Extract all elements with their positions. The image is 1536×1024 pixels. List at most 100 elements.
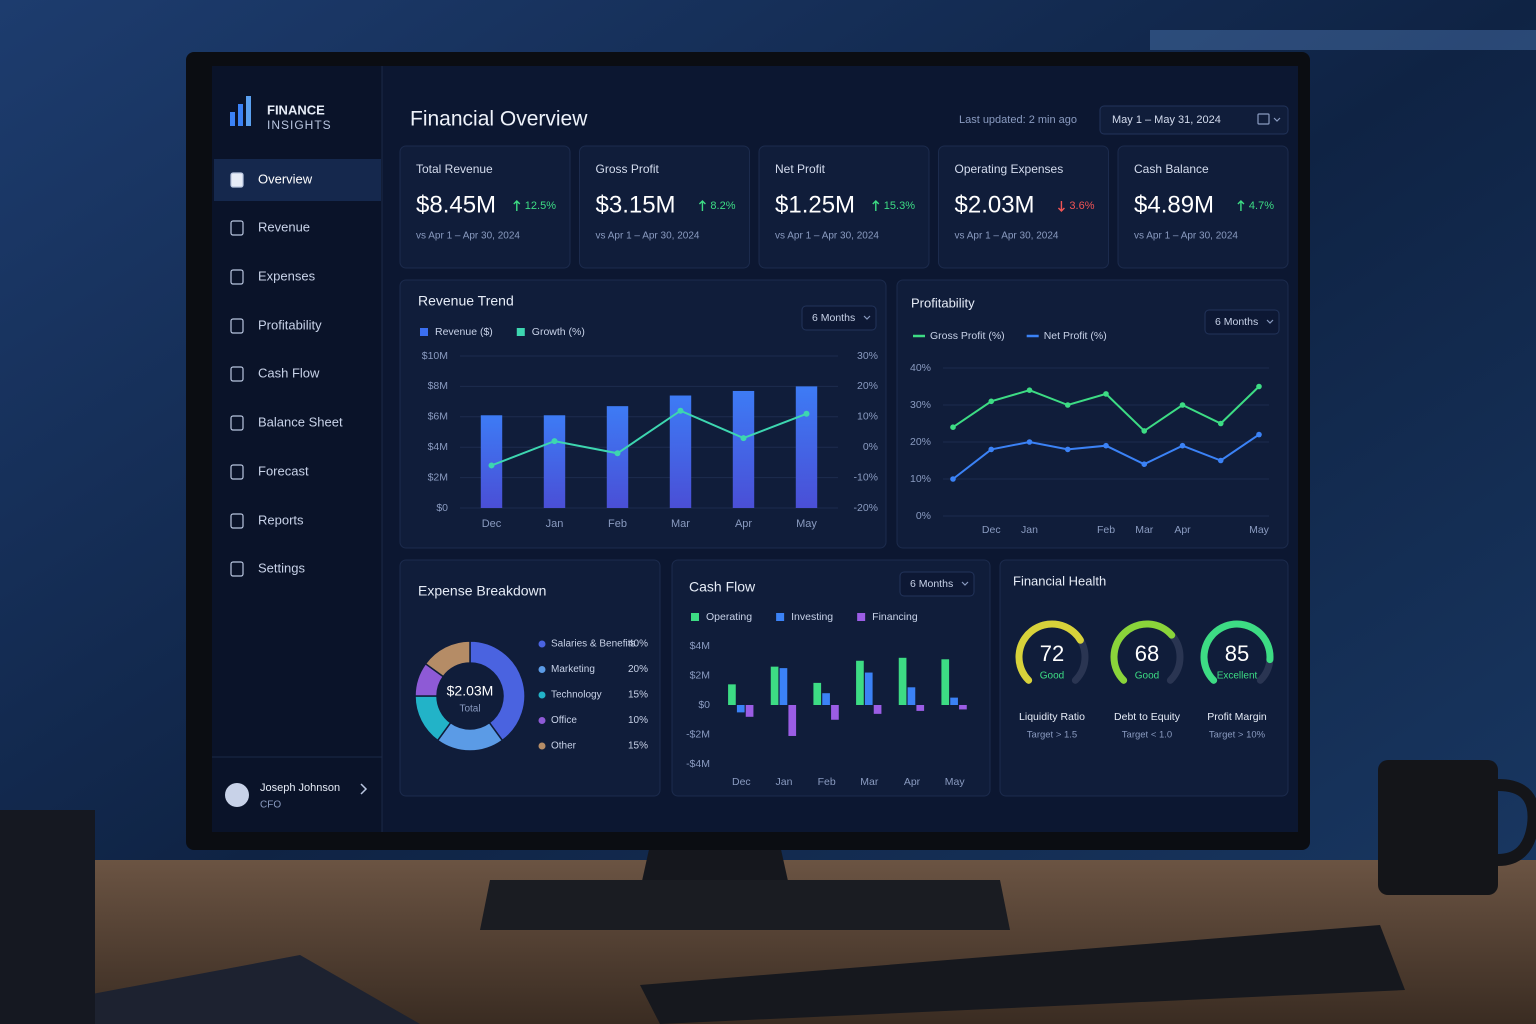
profit-point <box>1141 461 1148 468</box>
y-tick-label: $0 <box>698 699 710 711</box>
nav-item[interactable]: Overview <box>258 171 313 186</box>
x-tick-label: Jan <box>546 518 564 530</box>
x-tick-label: Feb <box>608 518 627 530</box>
ceiling-light <box>1150 30 1536 50</box>
gauge-value <box>1110 620 1176 684</box>
value-label: 40% <box>628 639 648 650</box>
x-tick-label: Feb <box>818 776 836 788</box>
notebook <box>60 955 420 1024</box>
range-dropdown[interactable] <box>801 305 877 331</box>
y-tick-label: $4M <box>428 441 448 453</box>
growth-point <box>740 435 747 442</box>
legend-dot <box>538 717 546 724</box>
gauge-status: Good <box>1135 671 1159 682</box>
legend-label: Investing <box>791 611 833 623</box>
date-picker[interactable] <box>1099 105 1289 135</box>
card <box>1117 145 1289 269</box>
card <box>999 559 1289 797</box>
gauge-value <box>1015 620 1084 684</box>
cash-bar <box>941 659 950 705</box>
nav-item[interactable]: Settings <box>258 560 305 575</box>
range-selector: 6 Months <box>812 312 855 324</box>
gauge-number: 72 <box>1040 641 1064 666</box>
range-selector: 6 Months <box>1215 316 1258 328</box>
monitor-neck <box>640 845 790 890</box>
nav-item[interactable]: Cash Flow <box>258 365 320 380</box>
y-tick-label: 0% <box>863 441 878 453</box>
y-tick-label: $6M <box>428 411 448 423</box>
kpi-label: Gross Profit <box>596 162 660 176</box>
arrow-down <box>1057 201 1065 212</box>
kpi-change: 4.7% <box>1249 200 1274 212</box>
nav-item[interactable]: Expenses <box>258 268 316 283</box>
legend-label: Other <box>551 741 577 752</box>
gauge-value <box>1200 620 1274 684</box>
profit-point <box>1064 446 1071 453</box>
user-chevron[interactable] <box>360 783 368 795</box>
nav-item[interactable]: Reports <box>258 512 304 527</box>
x-tick-label: Feb <box>1097 524 1115 536</box>
user-name: Joseph Johnson <box>260 782 340 794</box>
kpi-period: vs Apr 1 – Apr 30, 2024 <box>1134 231 1238 242</box>
range-dropdown[interactable] <box>1204 309 1280 335</box>
nav-icon <box>230 561 244 577</box>
card <box>896 279 1289 549</box>
y-tick-label: -20% <box>853 502 878 514</box>
nav-item[interactable]: Profitability <box>258 317 322 332</box>
cash-bar <box>959 705 967 710</box>
kpi-change: 3.6% <box>1069 200 1094 212</box>
legend-dot <box>538 666 546 673</box>
range-dropdown[interactable] <box>899 571 975 597</box>
kpi-value: $2.03M <box>955 191 1035 218</box>
chart-title: Revenue Trend <box>418 293 514 309</box>
cash-bar <box>864 672 873 705</box>
growth-point <box>614 450 621 457</box>
gauge-status: Excellent <box>1217 671 1258 682</box>
legend-label: Office <box>551 715 577 726</box>
profit-point <box>1064 402 1071 408</box>
calendar-icon <box>1257 113 1281 125</box>
y-tick-label: 20% <box>857 380 878 392</box>
nav-icon <box>230 172 244 188</box>
bar <box>543 415 566 508</box>
profit-point <box>988 398 995 405</box>
gauge-number: 68 <box>1135 641 1159 666</box>
nav-item[interactable]: Revenue <box>258 219 310 234</box>
dropdown-chevron <box>961 581 969 586</box>
cash-bar <box>898 657 907 705</box>
card <box>399 279 887 549</box>
bar <box>606 406 629 508</box>
kpi-label: Total Revenue <box>416 162 493 176</box>
legend-label: Financing <box>872 611 918 623</box>
kpi-period: vs Apr 1 – Apr 30, 2024 <box>416 231 520 242</box>
arrow-up <box>513 200 521 211</box>
growth-point <box>677 407 684 414</box>
x-tick-label: Mar <box>860 776 879 788</box>
x-tick-label: Dec <box>982 524 1001 536</box>
card <box>758 145 930 269</box>
kpi-value: $8.45M <box>416 191 496 218</box>
kpi-label: Net Profit <box>775 162 826 176</box>
profit-point <box>1103 391 1109 397</box>
cash-bar <box>856 660 864 705</box>
brand-line-1: FINANCE <box>267 102 325 117</box>
kpi-label: Operating Expenses <box>955 162 1064 176</box>
card <box>938 145 1109 269</box>
y-tick-label: -$2M <box>686 728 710 740</box>
arrow-up <box>872 200 880 211</box>
profit-point <box>1026 387 1033 394</box>
profit-point <box>950 424 956 431</box>
profit-point <box>1217 420 1224 427</box>
chart-title: Profitability <box>911 295 975 310</box>
brand-line-2: INSIGHTS <box>267 118 332 132</box>
y-tick-label: $0 <box>436 502 448 514</box>
page-title: Financial Overview <box>410 108 588 131</box>
gauge-label: Liquidity Ratio <box>1019 711 1085 723</box>
nav-icon <box>230 366 244 382</box>
nav-item[interactable]: Forecast <box>258 463 309 478</box>
nav-item[interactable]: Balance Sheet <box>258 414 343 429</box>
x-tick-label: Apr <box>735 518 752 530</box>
profit-point <box>1026 439 1033 445</box>
cash-bar <box>822 693 830 705</box>
bar <box>732 390 755 508</box>
